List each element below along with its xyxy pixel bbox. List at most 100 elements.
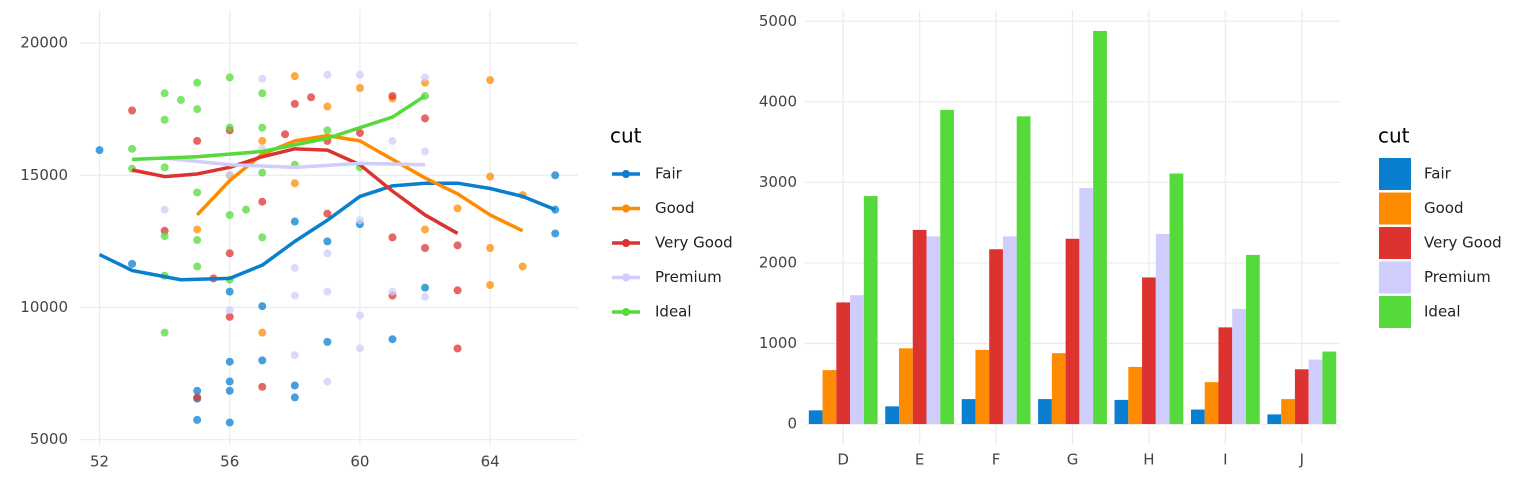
bar	[1308, 359, 1323, 425]
legend-title: cut	[610, 124, 642, 148]
point	[421, 147, 430, 156]
x-tick-label: H	[1143, 451, 1154, 469]
smooth-line	[195, 133, 524, 233]
bar	[1281, 399, 1295, 425]
bar	[1294, 369, 1309, 425]
point	[421, 73, 430, 82]
point	[225, 357, 234, 366]
bar	[863, 196, 878, 425]
bar	[899, 348, 913, 425]
point	[421, 114, 430, 123]
legend-label: Ideal	[655, 303, 692, 321]
point	[160, 232, 169, 241]
bar	[989, 249, 1003, 425]
bar	[1190, 409, 1205, 425]
point	[453, 241, 462, 250]
bar	[1169, 173, 1184, 425]
point	[453, 344, 462, 353]
legend-key	[1379, 192, 1411, 225]
point	[355, 311, 364, 320]
point	[225, 418, 234, 427]
legend-key	[622, 308, 630, 316]
bar	[1142, 277, 1156, 425]
point	[290, 263, 299, 272]
point	[290, 351, 299, 360]
point	[225, 249, 234, 258]
bar	[1322, 351, 1337, 425]
x-tick-label: I	[1223, 451, 1227, 469]
point	[225, 386, 234, 395]
bar	[1245, 254, 1260, 425]
point	[551, 171, 560, 180]
y-tick-label: 20000	[20, 34, 68, 52]
x-tick-label: E	[915, 451, 924, 469]
bar	[1218, 327, 1233, 425]
bar	[885, 406, 900, 425]
point	[355, 216, 364, 225]
point	[160, 328, 169, 337]
point	[388, 287, 397, 296]
x-tick-label: 60	[350, 453, 369, 471]
legend-label: Ideal	[1424, 303, 1461, 321]
point	[486, 172, 495, 181]
point	[128, 106, 137, 115]
point	[355, 344, 364, 353]
point	[281, 130, 290, 139]
point	[290, 291, 299, 300]
legend-label: Premium	[1424, 268, 1491, 286]
point	[160, 163, 169, 172]
y-tick-label: 10000	[20, 298, 68, 316]
point	[95, 146, 104, 155]
x-tick-label: G	[1067, 451, 1079, 469]
point	[486, 76, 495, 85]
legend-label: Premium	[655, 268, 722, 286]
legend-label: Fair	[1424, 165, 1452, 183]
point	[193, 393, 202, 402]
point	[258, 382, 267, 391]
y-tick-label: 0	[787, 415, 797, 433]
point	[258, 356, 267, 365]
smooth-line	[132, 94, 426, 162]
point	[160, 205, 169, 214]
point	[355, 84, 364, 93]
bar	[836, 302, 851, 425]
point	[193, 236, 202, 245]
smooth-line	[98, 181, 556, 282]
point	[486, 243, 495, 252]
bar	[808, 410, 823, 425]
point	[258, 328, 267, 337]
bar	[961, 399, 976, 425]
point	[225, 73, 234, 82]
point	[258, 233, 267, 242]
point	[258, 168, 267, 177]
bar	[1114, 399, 1129, 425]
legend-label: Fair	[655, 165, 683, 183]
x-tick-label: 52	[90, 453, 109, 471]
point	[421, 292, 430, 301]
point	[128, 144, 137, 153]
point	[323, 287, 332, 296]
point	[290, 72, 299, 81]
legend-key	[622, 239, 630, 247]
legend-key	[622, 273, 630, 282]
bar	[1267, 414, 1282, 425]
bar	[1002, 236, 1017, 425]
point	[258, 123, 267, 132]
point	[176, 95, 185, 104]
point	[551, 229, 560, 238]
bar	[1079, 188, 1094, 425]
point	[258, 89, 267, 98]
point	[193, 386, 202, 395]
point	[323, 337, 332, 346]
legend-key	[622, 204, 630, 213]
x-tick-label: F	[992, 451, 1001, 469]
y-tick-label: 1000	[759, 334, 797, 352]
bar	[1155, 233, 1170, 425]
point	[225, 210, 234, 219]
legend-label: Good	[1424, 199, 1464, 217]
point	[258, 74, 267, 83]
point	[355, 70, 364, 79]
legend-label: Very Good	[1424, 234, 1502, 252]
x-tick-label: D	[837, 451, 849, 469]
